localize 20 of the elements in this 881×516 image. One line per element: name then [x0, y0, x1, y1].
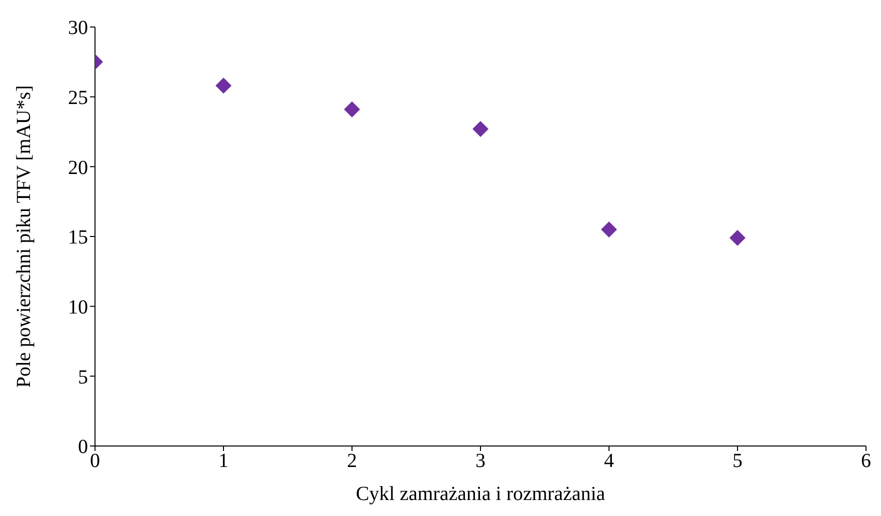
y-tick-label: 20 — [68, 156, 88, 179]
y-tick-label: 25 — [68, 86, 88, 109]
x-tick-label: 4 — [604, 450, 614, 472]
x-tick-label: 6 — [861, 450, 871, 472]
point — [601, 222, 617, 238]
y-axis-title: Pole powierzchni piku TFV [mAU*s] — [13, 85, 36, 388]
point — [730, 230, 746, 246]
y-tick-label: 15 — [68, 226, 88, 249]
y-tick-label: 5 — [78, 366, 88, 388]
point — [472, 120, 488, 137]
point — [216, 78, 232, 94]
x-tick-label: 5 — [732, 450, 742, 472]
x-tick-label: 1 — [218, 450, 228, 472]
y-tick-label: 0 — [78, 436, 88, 458]
x-axis-title: Cykl zamrażania i rozmrażania — [356, 483, 606, 505]
y-tick-label: 30 — [68, 17, 88, 40]
y-tick-label: 10 — [68, 296, 88, 318]
x-tick-label: 2 — [347, 450, 357, 472]
x-tick-label: 3 — [476, 450, 486, 472]
point — [344, 101, 360, 118]
